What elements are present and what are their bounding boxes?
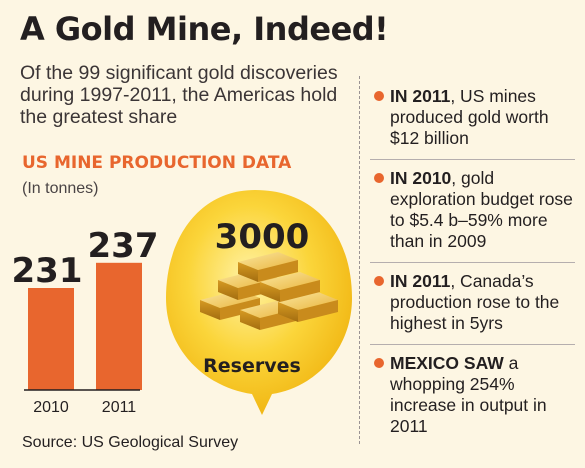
page-title: A Gold Mine, Indeed! bbox=[20, 10, 389, 48]
x-tick-label: 2010 bbox=[33, 399, 69, 416]
fact-text: a whopping 254% increase in output in 20… bbox=[390, 353, 547, 436]
chart-title: US MINE PRODUCTION DATA bbox=[22, 153, 292, 173]
fact-item: IN 2011, US mines produced gold worth $1… bbox=[370, 86, 575, 160]
bullet-dot-icon bbox=[374, 173, 384, 183]
fact-item: IN 2010, gold exploration budget rose to… bbox=[370, 168, 575, 263]
x-tick-labels: 2010 2011 bbox=[33, 399, 136, 416]
fact-text: , US mines produced gold worth $12 billi… bbox=[390, 86, 549, 148]
fact-lead: IN 2011 bbox=[390, 271, 451, 291]
facts-list: IN 2011, US mines produced gold worth $1… bbox=[370, 86, 575, 455]
fact-lead: IN 2011 bbox=[390, 86, 451, 106]
source-note: Source: US Geological Survey bbox=[22, 434, 239, 451]
fact-lead: IN 2010 bbox=[390, 168, 452, 188]
bar-value-label: 237 bbox=[88, 226, 159, 266]
bullet-dot-icon bbox=[374, 276, 384, 286]
bullet-dot-icon bbox=[374, 358, 384, 368]
fact-lead: MEXICO SAW bbox=[390, 353, 504, 373]
subtitle: Of the 99 significant gold discoveries d… bbox=[20, 62, 338, 128]
reserves-value: 3000 bbox=[215, 217, 310, 257]
bar-2010 bbox=[28, 288, 74, 390]
fact-text: , Canada’s production rose to the highes… bbox=[390, 271, 560, 333]
fact-item: MEXICO SAW a whopping 254% increase in o… bbox=[370, 353, 575, 447]
reserves-bubble: 3000 bbox=[166, 190, 352, 415]
fact-text: , gold exploration budget rose to $5.4 b… bbox=[390, 168, 573, 251]
column-divider bbox=[359, 76, 360, 444]
fact-item: IN 2011, Canada’s production rose to the… bbox=[370, 271, 575, 345]
unit-label: (In tonnes) bbox=[22, 180, 99, 197]
gold-bars-icon bbox=[200, 252, 338, 330]
bullet-dot-icon bbox=[374, 91, 384, 101]
reserves-label: Reserves bbox=[203, 355, 301, 377]
bar-2011 bbox=[96, 262, 142, 390]
bar-value-label: 231 bbox=[12, 251, 83, 291]
x-tick-label: 2011 bbox=[102, 399, 137, 416]
